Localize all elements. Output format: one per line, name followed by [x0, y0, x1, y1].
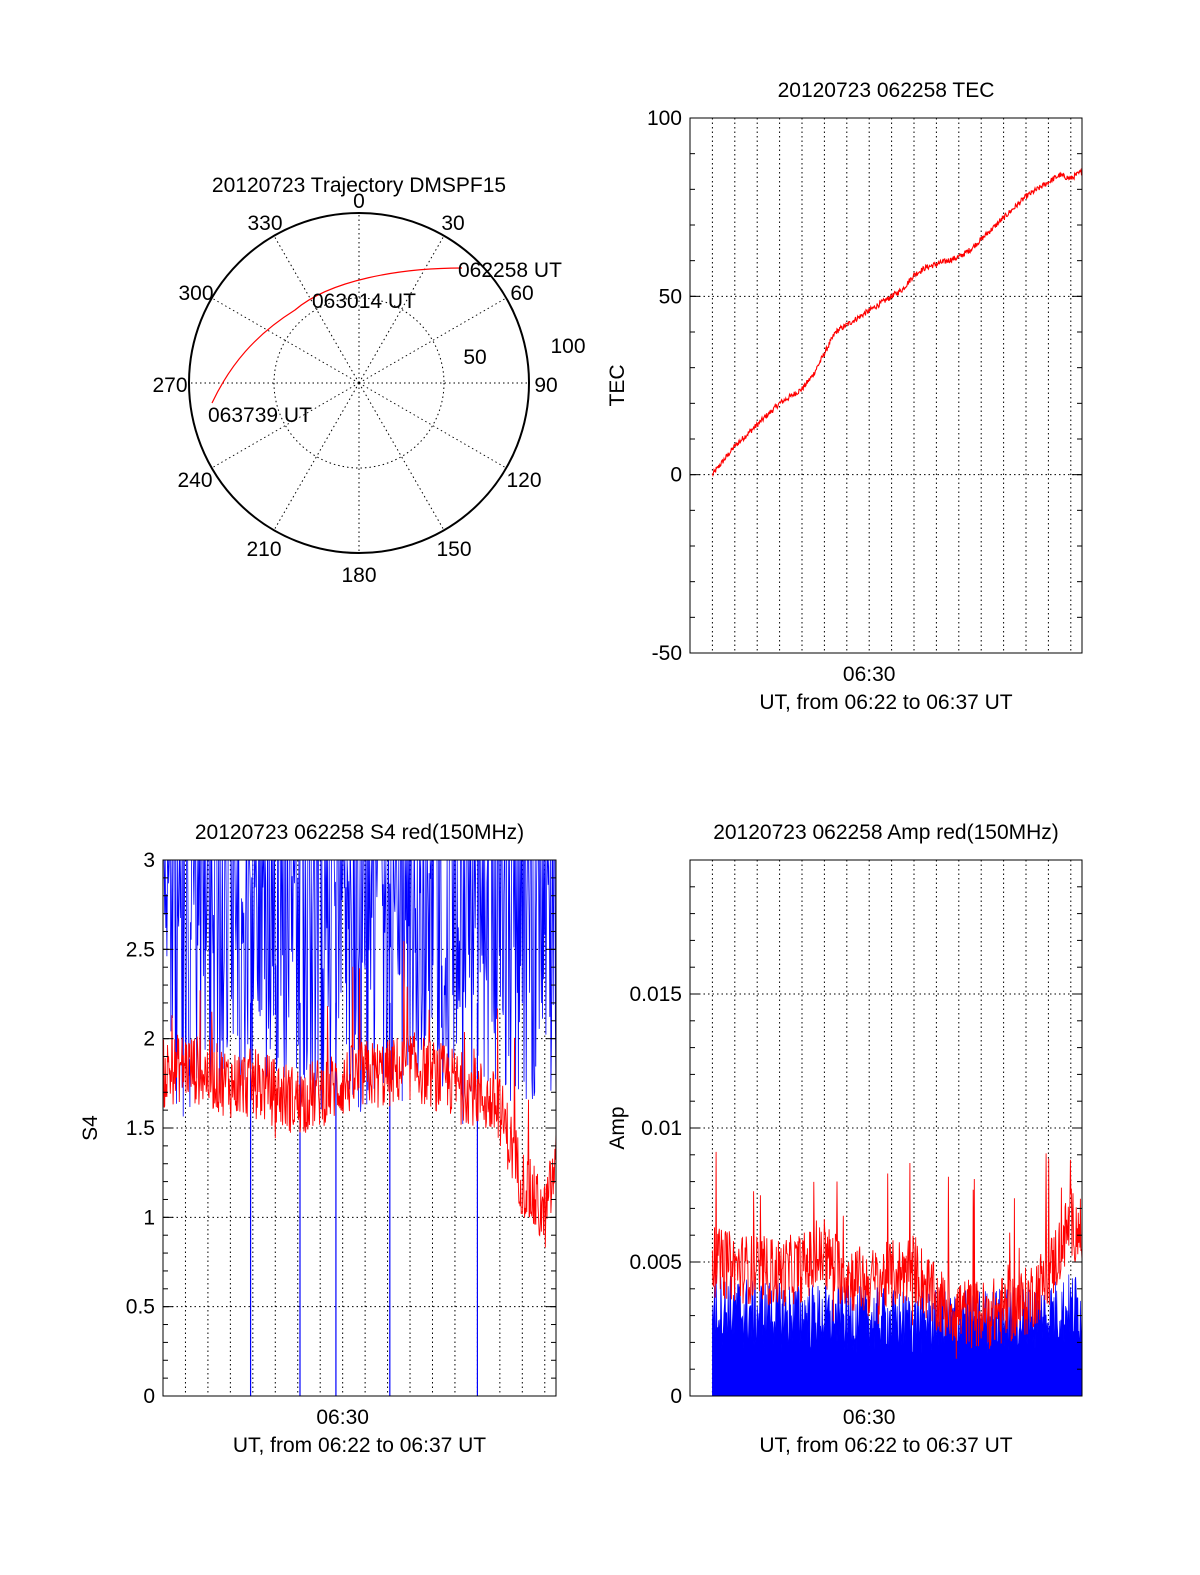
- y-tick-label: 0: [670, 1385, 682, 1408]
- polar-angle-label: 330: [247, 212, 282, 235]
- chart-2: 20120723 062258 S4 red(150MHz) 0 0.5 1 1.5 2 2…: [79, 821, 557, 1457]
- polar-angle-label: 150: [436, 538, 471, 561]
- y-axis-label: Amp: [606, 1106, 629, 1149]
- chart-title: 20120723 062258 TEC: [778, 79, 995, 102]
- chart-3: 20120723 062258 Amp red(150MHz) 0 0.005 0.0…: [606, 821, 1083, 1457]
- polar-angle-label: 90: [534, 374, 557, 397]
- polar-angle-label: 0: [353, 190, 365, 213]
- x-axis-label: UT, from 06:22 to 06:37 UT: [759, 691, 1012, 714]
- polar-angle-label: 270: [152, 374, 187, 397]
- polar-angle-label: 120: [506, 469, 541, 492]
- polar-spoke: [358, 297, 507, 384]
- y-tick-label: 3: [143, 849, 155, 872]
- y-tick-label: 1: [143, 1206, 155, 1229]
- polar-angle-label: 210: [246, 538, 281, 561]
- polar-spoke: [273, 382, 360, 531]
- y-tick-label: 1.5: [126, 1117, 155, 1140]
- plot-frame: [689, 117, 1083, 654]
- y-tick-label: 0.005: [629, 1251, 682, 1274]
- polar-angle-label: 300: [178, 282, 213, 305]
- y-tick-label: 0: [670, 464, 682, 487]
- polar-outer-ring: [188, 212, 530, 554]
- polar-spoke: [358, 235, 445, 384]
- polar-trajectory-line: [211, 267, 463, 404]
- y-tick-label: 0.015: [629, 983, 682, 1006]
- series-1-line: [711, 1151, 1083, 1359]
- polar-radius-label: 100: [550, 335, 585, 358]
- x-tick-label: 06:30: [843, 1406, 896, 1429]
- polar-spoke: [358, 382, 445, 531]
- polar-angle-label: 180: [341, 564, 376, 587]
- chart-1: 20120723 062258 TEC -50 0 50 100 06:30 UT, fro…: [606, 79, 1083, 714]
- polar-spoke: [273, 235, 360, 384]
- series-1-line: [162, 941, 557, 1248]
- polar-title: 20120723 Trajectory DMSPF15: [212, 174, 506, 197]
- y-tick-label: -50: [652, 642, 682, 665]
- polar-spoke: [211, 382, 360, 469]
- chart-title: 20120723 062258 Amp red(150MHz): [713, 821, 1059, 844]
- series-0-area: [712, 1274, 1083, 1397]
- chart-title: 20120723 062258 S4 red(150MHz): [195, 821, 524, 844]
- polar-spoke: [358, 382, 507, 469]
- series-0-line: [711, 167, 1083, 477]
- y-tick-label: 0.5: [126, 1296, 155, 1319]
- y-tick-label: 2: [143, 1028, 155, 1051]
- polar-radius-label: 50: [463, 346, 486, 369]
- x-tick-label: 06:30: [843, 663, 896, 686]
- polar-angle-label: 60: [510, 282, 533, 305]
- y-tick-label: 50: [659, 285, 682, 308]
- y-tick-label: 2.5: [126, 938, 155, 961]
- y-tick-label: 100: [647, 107, 682, 130]
- polar-annotation: 063014 UT: [312, 290, 416, 313]
- polar-angle-label: 30: [441, 212, 464, 235]
- x-axis-label: UT, from 06:22 to 06:37 UT: [759, 1434, 1012, 1457]
- x-tick-label: 06:30: [316, 1406, 369, 1429]
- polar-annotation: 062258 UT: [458, 259, 562, 282]
- y-tick-label: 0.01: [641, 1117, 682, 1140]
- y-tick-label: 0: [143, 1385, 155, 1408]
- x-axis-label: UT, from 06:22 to 06:37 UT: [233, 1434, 486, 1457]
- y-axis-label: S4: [79, 1115, 102, 1141]
- polar-angle-label: 240: [177, 469, 212, 492]
- polar-annotation: 063739 UT: [208, 404, 312, 427]
- polar-ring: [273, 297, 445, 469]
- y-axis-label: TEC: [606, 365, 629, 407]
- polar-spoke: [211, 297, 360, 384]
